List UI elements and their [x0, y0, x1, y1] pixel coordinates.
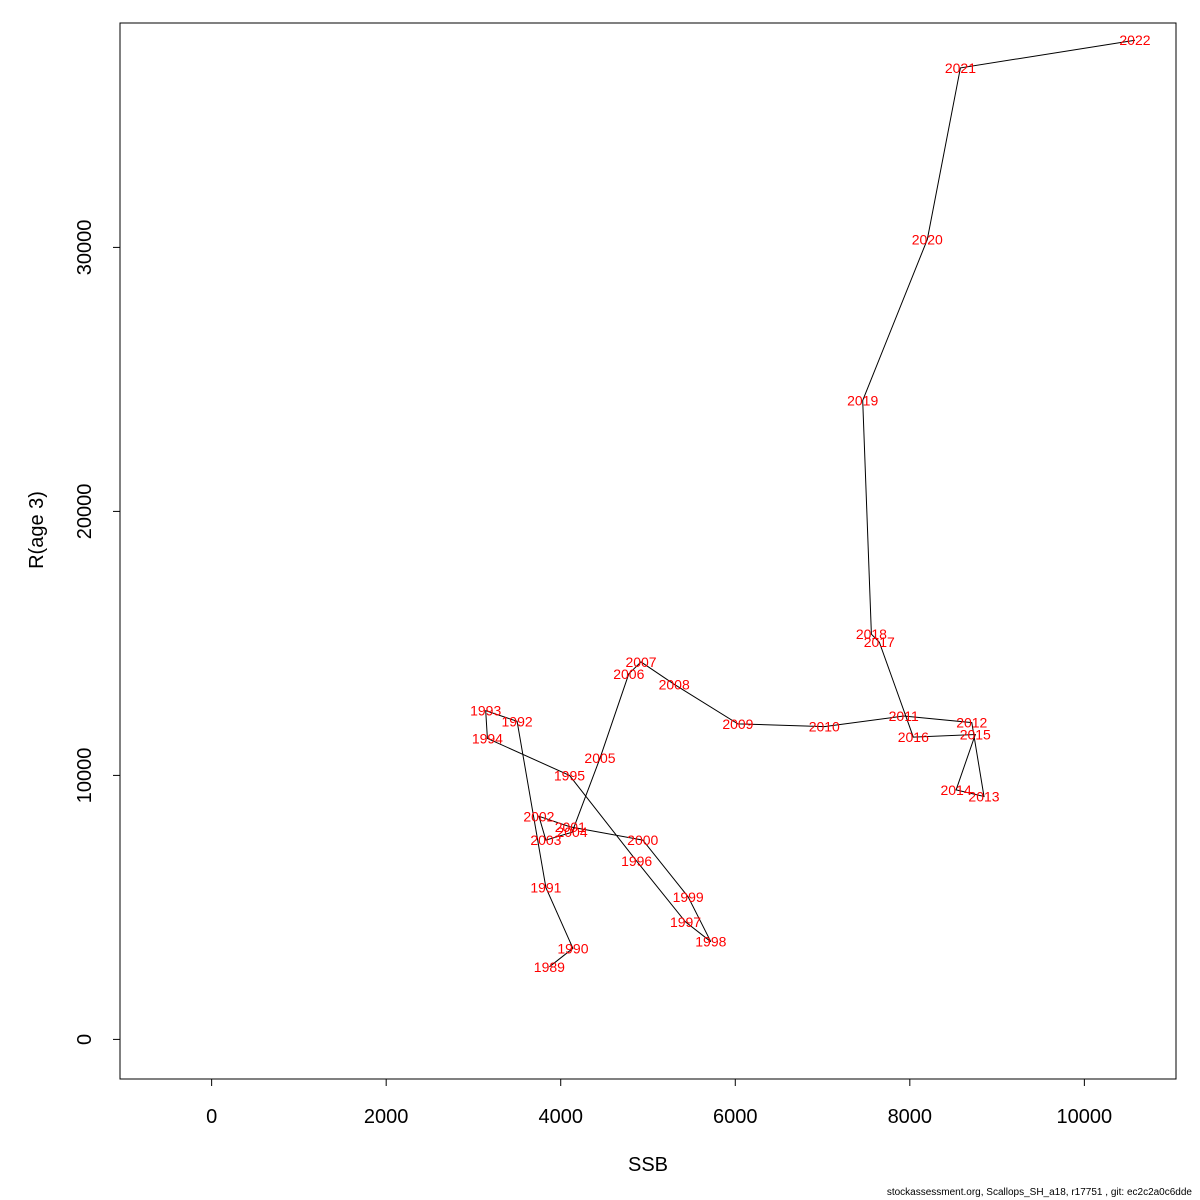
point-label-2021: 2021: [945, 60, 976, 76]
point-label-1991: 1991: [530, 880, 561, 896]
point-label-2002: 2002: [523, 808, 554, 824]
x-tick-label: 2000: [364, 1106, 409, 1128]
point-label-1998: 1998: [695, 934, 726, 950]
point-label-2013: 2013: [968, 789, 999, 805]
x-tick-label: 0: [206, 1106, 217, 1128]
point-label-1999: 1999: [673, 889, 704, 905]
x-tick-label: 4000: [538, 1106, 583, 1128]
point-label-1989: 1989: [534, 959, 565, 975]
plot-frame: [119, 22, 1177, 1080]
x-tick-label: 8000: [888, 1106, 933, 1128]
point-label-2009: 2009: [722, 716, 753, 732]
point-label-2008: 2008: [659, 676, 690, 692]
point-label-2012: 2012: [956, 715, 987, 731]
point-label-2022: 2022: [1119, 32, 1150, 48]
point-label-2018: 2018: [856, 626, 887, 642]
point-label-1993: 1993: [470, 703, 501, 719]
point-label-2004: 2004: [556, 824, 587, 840]
point-label-1995: 1995: [554, 767, 585, 783]
point-label-2011: 2011: [889, 708, 919, 724]
point-label-2014: 2014: [940, 782, 971, 798]
point-label-1997: 1997: [670, 914, 701, 930]
point-label-2010: 2010: [809, 719, 840, 735]
y-axis-title: R(age 3): [26, 491, 48, 569]
trajectory-line: [485, 39, 1136, 968]
y-tick-label: 0: [74, 1034, 96, 1045]
x-tick-label: 6000: [713, 1106, 758, 1128]
x-tick-label: 10000: [1057, 1106, 1113, 1128]
point-label-2001: 2001: [555, 819, 586, 835]
point-label-2007: 2007: [625, 654, 656, 670]
point-label-2015: 2015: [960, 726, 991, 742]
footer-text: stockassessment.org, Scallops_SH_a18, r1…: [886, 1187, 1192, 1198]
point-label-2017: 2017: [864, 634, 895, 650]
x-axis-title: SSB: [628, 1154, 668, 1176]
point-label-2016: 2016: [898, 729, 929, 745]
point-label-2019: 2019: [847, 393, 878, 409]
point-label-2005: 2005: [584, 750, 615, 766]
point-label-2020: 2020: [912, 231, 943, 247]
point-label-1992: 1992: [502, 713, 533, 729]
point-label-2003: 2003: [530, 832, 561, 848]
point-label-2000: 2000: [627, 832, 658, 848]
x-axis-ticks: 0 2000 4000 6000 8000 10000: [206, 1079, 1112, 1128]
point-label-2006: 2006: [613, 666, 644, 682]
point-label-1990: 1990: [557, 940, 588, 956]
y-axis-ticks: 0 10000 20000 30000: [74, 220, 120, 1045]
point-label-1996: 1996: [621, 853, 652, 869]
y-tick-label: 10000: [74, 748, 96, 804]
point-label-1994: 1994: [472, 730, 503, 746]
y-tick-label: 30000: [74, 220, 96, 276]
y-tick-label: 20000: [74, 484, 96, 540]
